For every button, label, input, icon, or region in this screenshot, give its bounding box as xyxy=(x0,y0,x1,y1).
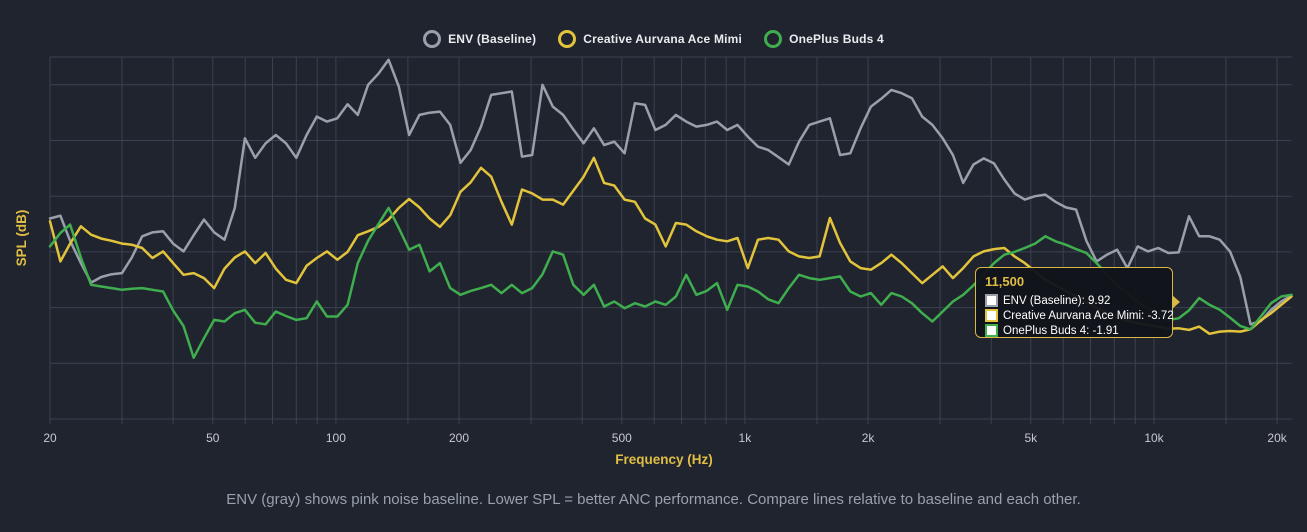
legend-item-env-baseline[interactable]: ENV (Baseline) xyxy=(423,30,536,48)
legend-label: OnePlus Buds 4 xyxy=(789,32,884,46)
series-swatch-icon xyxy=(985,294,998,307)
svg-text:1k: 1k xyxy=(739,431,753,445)
legend-label: ENV (Baseline) xyxy=(448,32,537,46)
tooltip-row: OnePlus Buds 4: -1.91 xyxy=(985,323,1163,338)
chart-tooltip: 11,500 ENV (Baseline): 9.92 Creative Aur… xyxy=(975,267,1180,338)
series-line-env-baseline[interactable] xyxy=(48,58,1293,326)
chart-caption: ENV (gray) shows pink noise baseline. Lo… xyxy=(226,491,1081,508)
legend-ring-icon xyxy=(558,30,577,48)
svg-text:50: 50 xyxy=(206,431,220,445)
svg-text:10k: 10k xyxy=(1144,431,1164,445)
legend-item-oneplus-buds-4[interactable]: OnePlus Buds 4 xyxy=(764,30,884,48)
x-axis-title: Frequency (Hz) xyxy=(615,452,713,467)
tooltip-row: ENV (Baseline): 9.92 xyxy=(985,293,1163,308)
svg-text:200: 200 xyxy=(449,431,469,445)
tooltip-value: Creative Aurvana Ace Mimi: -3.72 xyxy=(1003,309,1174,322)
x-axis-tick-labels: 20 50 100 200 500 1k 2k 5k 10k 20k xyxy=(43,431,1287,445)
chart-gridlines xyxy=(49,56,1292,424)
series-swatch-icon xyxy=(985,324,998,337)
svg-text:20k: 20k xyxy=(1267,431,1287,445)
legend-ring-icon xyxy=(764,30,783,48)
tooltip-caret-icon xyxy=(1172,295,1180,309)
series-line-oneplus-buds-4[interactable] xyxy=(48,206,1293,359)
chart-legend: ENV (Baseline) Creative Aurvana Ace Mimi… xyxy=(0,30,1307,48)
tooltip-row: Creative Aurvana Ace Mimi: -3.72 xyxy=(985,308,1174,323)
spl-frequency-chart[interactable]: 20 50 100 200 500 1k 2k 5k 10k 20k Frequency (Hz) S… xyxy=(0,0,1307,478)
legend-ring-icon xyxy=(423,30,442,48)
svg-text:20: 20 xyxy=(43,431,57,445)
svg-text:5k: 5k xyxy=(1024,431,1038,445)
svg-text:500: 500 xyxy=(612,431,632,445)
svg-text:100: 100 xyxy=(326,431,346,445)
tooltip-value: ENV (Baseline): 9.92 xyxy=(1003,294,1111,307)
series-swatch-icon xyxy=(985,309,998,322)
tooltip-value: OnePlus Buds 4: -1.91 xyxy=(1003,324,1119,337)
tooltip-title: 11,500 xyxy=(985,274,1025,289)
legend-item-creative-aurvana-ace-mimi[interactable]: Creative Aurvana Ace Mimi xyxy=(558,30,742,48)
y-axis-title: SPL (dB) xyxy=(14,210,29,267)
svg-text:2k: 2k xyxy=(862,431,876,445)
legend-label: Creative Aurvana Ace Mimi xyxy=(583,32,743,46)
